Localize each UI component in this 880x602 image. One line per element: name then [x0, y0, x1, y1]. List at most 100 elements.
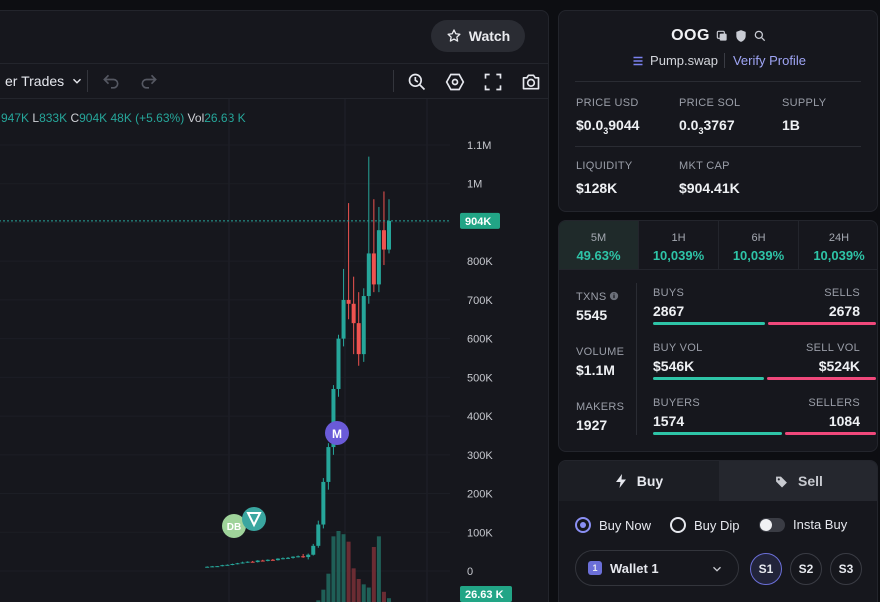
- insta-buy-label: Insta Buy: [793, 517, 848, 532]
- chevron-down-icon: [713, 566, 721, 572]
- copy-icon[interactable]: [715, 29, 729, 43]
- price-tick-label: 700K: [467, 295, 493, 307]
- shield-check-icon[interactable]: [734, 29, 748, 43]
- volume-bar: [351, 568, 356, 602]
- radio-unselected: [670, 517, 686, 533]
- buy-vol-label: BUY VOL: [653, 342, 703, 354]
- price-tick-label: 300K: [467, 450, 493, 462]
- settings-button[interactable]: [443, 70, 467, 94]
- trade-panel: Buy Sell Buy Now Buy Dip Insta Buy 1 Wal…: [558, 460, 878, 602]
- tf-label: 6H: [751, 232, 766, 244]
- search-icon[interactable]: [753, 29, 767, 43]
- screenshot-button[interactable]: [519, 70, 543, 94]
- chart-panel: Watch er Trades 947K L833K C904K 48: [0, 10, 549, 602]
- redo-button[interactable]: [137, 70, 161, 94]
- sell-vol-value: $524K: [818, 358, 860, 374]
- sells-label: SELLS: [824, 287, 860, 299]
- buyers-value: 1574: [653, 413, 685, 429]
- tag-icon: [776, 476, 787, 487]
- volume-value: $1.1M: [576, 362, 615, 378]
- hexagon-settings-icon: [445, 73, 465, 91]
- undo-button[interactable]: [99, 70, 123, 94]
- current-volume-label: 26.63 K: [465, 589, 504, 601]
- ohlc-change: 48K (+5.63%): [110, 111, 185, 125]
- candle-body: [376, 230, 381, 285]
- price-axis: 1.1M 1M 800K 700K 600K 500K 400K 300K 200K 100K 0 9…: [0, 140, 512, 602]
- candle-body: [245, 561, 250, 563]
- candle-body: [280, 558, 285, 560]
- db-marker[interactable]: DB: [222, 514, 246, 538]
- m-marker[interactable]: M: [325, 421, 349, 445]
- candle-body: [316, 524, 321, 546]
- buyers-label: BUYERS: [653, 397, 701, 409]
- candle-body: [260, 560, 265, 562]
- candle-body: [346, 299, 351, 304]
- volume-bar: [341, 534, 346, 602]
- candle-body: [215, 566, 220, 568]
- buy-now-option[interactable]: Buy Now: [575, 517, 651, 533]
- candle-body: [275, 558, 280, 561]
- sell-vol-label: SELL VOL: [806, 342, 860, 354]
- current-volume-tag: [460, 586, 512, 602]
- redo-icon: [141, 74, 157, 89]
- dev-marker[interactable]: [242, 507, 266, 531]
- candle-body: [205, 566, 210, 568]
- insta-buy-toggle[interactable]: Insta Buy: [759, 517, 847, 532]
- tab-24h[interactable]: 24H 10,039%: [799, 221, 877, 270]
- candle-body: [230, 564, 235, 566]
- buy-dip-option[interactable]: Buy Dip: [670, 517, 740, 533]
- chevron-down-icon: [73, 78, 82, 84]
- supply-label: SUPPLY: [782, 97, 827, 109]
- candle-body: [220, 565, 225, 567]
- candle-body: [341, 299, 346, 339]
- fullscreen-button[interactable]: [481, 70, 505, 94]
- volume-bar: [336, 531, 341, 602]
- current-price-label: 904K: [465, 216, 491, 228]
- slot-s3[interactable]: S3: [830, 553, 862, 585]
- tf-value: 10,039%: [652, 248, 705, 263]
- tf-value: 49.63%: [576, 248, 621, 263]
- tab-buy[interactable]: Buy: [559, 461, 719, 501]
- supply-value: 1B: [782, 117, 800, 133]
- price-tick-label: 0: [467, 566, 473, 578]
- mkt-cap-value: $904.41K: [679, 180, 740, 196]
- ohlc-low-label: L: [32, 111, 40, 125]
- candle-body: [387, 220, 391, 250]
- tab-buy-label: Buy: [636, 473, 664, 489]
- trades-dropdown[interactable]: er Trades: [5, 73, 84, 89]
- sell-vol-bar: [767, 377, 876, 380]
- candle-body: [301, 556, 306, 558]
- candle-body: [321, 481, 326, 525]
- slot-s2[interactable]: S2: [790, 553, 822, 585]
- price-tick-label: 400K: [467, 411, 493, 423]
- buyers-bar: [653, 432, 782, 435]
- slot-label: S2: [798, 562, 814, 576]
- candle-body: [296, 556, 301, 558]
- slot-label: S1: [758, 562, 774, 576]
- radio-selected: [575, 517, 591, 533]
- pool-row: Pump.swap Verify Profile: [559, 53, 879, 68]
- tab-5m[interactable]: 5M 49.63%: [559, 221, 639, 270]
- volume-label: VOLUME: [576, 346, 625, 358]
- price-tick-label: 200K: [467, 489, 493, 501]
- candlestick-chart[interactable]: 1.1M 1M 800K 700K 600K 500K 400K 300K 200K 100K 0 9…: [0, 99, 549, 602]
- candle-body: [331, 388, 336, 448]
- tab-1h[interactable]: 1H 10,039%: [639, 221, 719, 270]
- liquidity-label: LIQUIDITY: [576, 160, 633, 172]
- candle-body: [250, 561, 255, 563]
- token-name: OOG: [671, 27, 710, 44]
- candle-body: [306, 554, 311, 558]
- price-sol-label: PRICE SOL: [679, 97, 741, 109]
- price-tick-label: 500K: [467, 372, 493, 384]
- wallet-select[interactable]: 1 Wallet 1: [575, 550, 739, 586]
- indicator-button[interactable]: [405, 70, 429, 94]
- tab-sell[interactable]: Sell: [719, 461, 877, 501]
- watch-button[interactable]: Watch: [431, 20, 525, 52]
- volume-bar: [387, 598, 391, 602]
- info-icon[interactable]: [609, 291, 619, 301]
- slot-s1[interactable]: S1: [750, 553, 782, 585]
- stats-panel: 5M 49.63% 1H 10,039% 6H 10,039% 24H 10,0…: [558, 220, 878, 452]
- tab-6h[interactable]: 6H 10,039%: [719, 221, 799, 270]
- verify-profile-link[interactable]: Verify Profile: [723, 53, 806, 68]
- lightning-icon: [615, 474, 626, 488]
